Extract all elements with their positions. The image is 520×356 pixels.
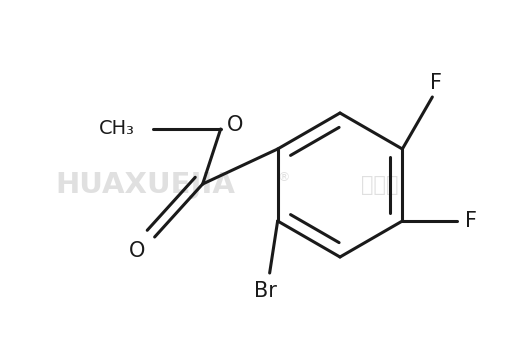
Text: O: O [226,115,243,135]
Text: F: F [431,73,443,93]
Text: Br: Br [254,281,277,301]
Text: CH₃: CH₃ [99,120,135,138]
Text: HUAXUEJIA: HUAXUEJIA [56,171,236,199]
Text: ®: ® [277,172,290,184]
Text: 化学加: 化学加 [361,175,398,195]
Text: F: F [465,211,477,231]
Text: O: O [128,241,145,261]
